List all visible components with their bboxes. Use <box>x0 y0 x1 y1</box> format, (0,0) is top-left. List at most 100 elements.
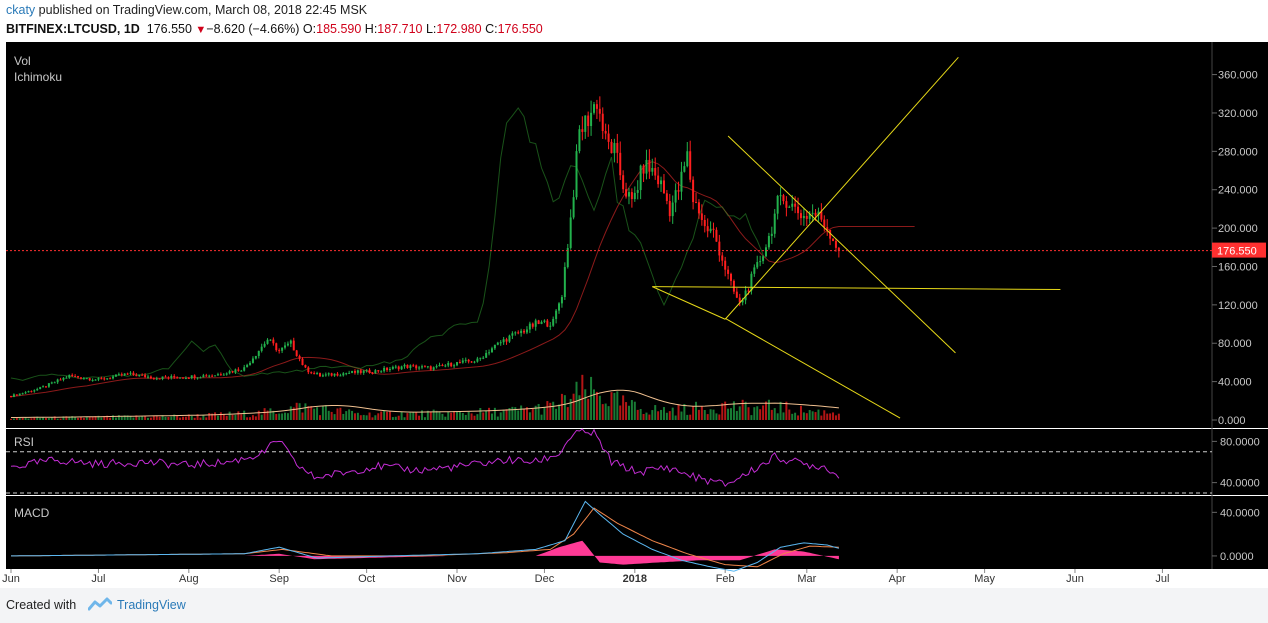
candle-down <box>517 332 520 334</box>
price-tick-label: 200.000 <box>1218 223 1258 235</box>
ichimoku-label: Ichimoku <box>14 70 62 84</box>
volume-bar <box>662 407 665 420</box>
volume-bar <box>126 415 129 420</box>
volume-bar <box>517 410 520 420</box>
candle-up <box>680 171 683 192</box>
candle-down <box>152 378 155 380</box>
open-label: O: <box>302 22 317 36</box>
volume-bar <box>514 407 517 420</box>
volume-bar <box>388 411 391 420</box>
volume-bar <box>24 417 27 420</box>
candle-up <box>257 350 260 356</box>
volume-bar <box>284 412 287 420</box>
candle-down <box>820 211 823 220</box>
candle-down <box>826 227 829 230</box>
candle-up <box>380 371 383 373</box>
candle-up <box>444 365 447 367</box>
candle-up <box>578 129 581 152</box>
volume-bar <box>832 412 835 420</box>
candle-down <box>158 378 161 380</box>
volume-bar <box>147 417 150 420</box>
date-tick-label: Mar <box>797 573 816 585</box>
volume-bar <box>811 411 814 420</box>
volume-bar <box>47 418 50 420</box>
volume-bar <box>505 409 508 420</box>
volume-bar <box>438 411 441 420</box>
candle-down <box>794 203 797 207</box>
candle-down <box>706 226 709 232</box>
volume-bar <box>187 414 190 420</box>
candle-down <box>330 373 333 376</box>
volume-bar <box>18 418 21 420</box>
created-with-text: Created with <box>6 598 77 612</box>
volume-bar <box>604 403 607 420</box>
price-tick-label: 0.000 <box>1218 415 1246 427</box>
candle-down <box>304 365 307 368</box>
candle-down <box>301 358 304 366</box>
volume-bar <box>578 395 581 420</box>
volume-bar <box>837 413 840 420</box>
volume-bar <box>508 407 511 420</box>
volume-bar <box>88 416 91 420</box>
volume-bar <box>298 403 301 420</box>
volume-bar <box>464 414 467 420</box>
volume-bar <box>549 402 552 420</box>
candle-up <box>266 339 269 344</box>
volume-bar <box>779 401 782 420</box>
volume-bar <box>741 399 744 420</box>
tradingview-logo-icon[interactable] <box>88 597 112 613</box>
candle-up <box>391 366 394 369</box>
date-tick-label: Dec <box>535 573 555 585</box>
tradingview-link[interactable]: TradingView <box>117 598 186 612</box>
candle-up <box>409 365 412 368</box>
volume-bar <box>488 407 491 420</box>
candle-up <box>482 357 485 359</box>
candle-down <box>630 192 633 199</box>
rsi-group: 40.0000 80.0000 <box>6 428 1260 494</box>
candle-up <box>394 366 397 368</box>
candle-down <box>730 273 733 281</box>
volume-bar <box>531 408 534 420</box>
volume-bar <box>622 395 625 420</box>
candle-down <box>587 115 590 127</box>
volume-bar <box>660 409 663 420</box>
volume-bar <box>333 414 336 420</box>
candle-up <box>566 247 569 268</box>
candle-down <box>662 180 665 194</box>
volume-bar <box>155 415 158 420</box>
candle-down <box>377 370 380 372</box>
volume-bar <box>566 407 569 420</box>
candle-up <box>56 379 59 383</box>
volume-bar <box>82 417 85 420</box>
volume-bar <box>281 413 284 420</box>
candle-down <box>59 379 62 381</box>
volume-bar <box>321 405 324 420</box>
volume-bar <box>817 409 820 420</box>
volume-bar <box>56 418 59 420</box>
date-tick-label: May <box>974 573 995 585</box>
volume-bar <box>721 403 724 420</box>
volume-bar <box>703 410 706 420</box>
volume-bar <box>447 411 450 420</box>
candle-up <box>525 329 528 333</box>
volume-bar <box>479 408 482 420</box>
candle-down <box>275 343 278 351</box>
candle-up <box>560 297 563 304</box>
candle-up <box>788 206 791 208</box>
candle-up <box>569 217 572 248</box>
candle-down <box>665 193 668 201</box>
candle-down <box>832 238 835 241</box>
volume-bar <box>639 408 642 420</box>
candle-up <box>633 192 636 199</box>
candle-down <box>622 175 625 190</box>
candle-up <box>660 180 663 185</box>
candle-up <box>202 375 205 378</box>
candle-up <box>572 197 575 218</box>
candle-down <box>531 323 534 327</box>
volume-bar <box>365 415 368 420</box>
volume-bar <box>62 416 65 420</box>
volume-bar <box>799 405 802 420</box>
volume-bar <box>450 412 453 420</box>
author-link[interactable]: ckaty <box>6 3 36 17</box>
